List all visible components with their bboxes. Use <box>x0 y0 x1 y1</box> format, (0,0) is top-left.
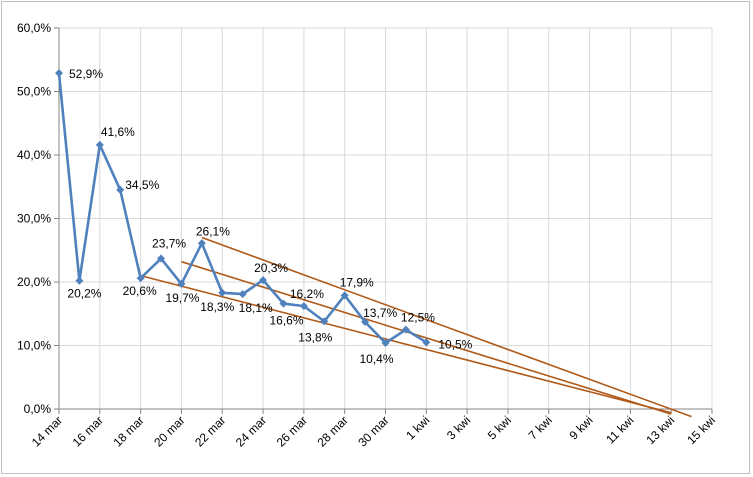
y-tick-label: 10,0% <box>17 339 51 353</box>
data-label: 26,1% <box>196 224 230 238</box>
x-tick-label: 20 mar <box>151 413 187 449</box>
data-label: 18,1% <box>239 301 273 315</box>
x-tick-label: 18 mar <box>110 413 146 449</box>
x-tick-label: 9 kwi <box>566 413 595 442</box>
data-label: 12,5% <box>401 311 435 325</box>
y-tick-label: 40,0% <box>17 148 51 162</box>
data-point-marker <box>259 276 268 285</box>
x-tick-label: 24 mar <box>233 413 269 449</box>
data-label: 13,8% <box>298 330 332 344</box>
data-label: 10,4% <box>360 352 394 366</box>
x-tick-label: 16 mar <box>70 413 106 449</box>
x-tick-label: 15 kwi <box>684 413 718 447</box>
data-label: 20,2% <box>67 287 101 301</box>
y-tick-label: 20,0% <box>17 275 51 289</box>
x-tick-label: 14 mar <box>29 413 65 449</box>
data-label: 18,3% <box>200 300 234 314</box>
trendline <box>140 274 672 414</box>
data-point-marker <box>401 325 410 334</box>
data-point-marker <box>55 69 63 78</box>
x-tick-label: 22 mar <box>192 413 228 449</box>
trendline <box>201 236 692 418</box>
axes <box>54 27 713 414</box>
gridlines <box>59 27 713 409</box>
data-label: 13,7% <box>363 306 397 320</box>
y-tick-label: 60,0% <box>17 21 51 35</box>
x-tick-label: 30 mar <box>355 413 391 449</box>
data-label: 19,7% <box>165 291 199 305</box>
data-point-marker <box>136 274 145 283</box>
data-label: 20,6% <box>123 284 157 298</box>
data-label: 23,7% <box>152 237 186 251</box>
data-label: 52,9% <box>69 67 103 81</box>
data-point-marker <box>177 279 186 288</box>
data-label: 41,6% <box>101 125 135 139</box>
x-tick-label: 1 kwi <box>403 413 432 442</box>
data-point-marker <box>340 291 349 300</box>
y-tick-label: 30,0% <box>17 212 51 226</box>
y-tick-label: 0,0% <box>24 402 52 416</box>
x-tick-label: 3 kwi <box>444 413 473 442</box>
data-point-marker <box>116 185 125 194</box>
trendlines <box>140 236 692 418</box>
x-tick-label: 11 kwi <box>603 413 636 446</box>
data-point-marker <box>95 140 104 149</box>
data-point-marker <box>238 290 247 299</box>
data-labels: 52,9% 20,2% 41,6% 34,5% 20,6% 23,7% 19,7% 26,1%… <box>67 67 472 366</box>
data-point-marker <box>361 318 370 327</box>
data-point-marker <box>197 239 206 248</box>
data-point-marker <box>381 338 390 347</box>
data-point-marker <box>279 299 288 308</box>
series-markers <box>55 69 431 347</box>
data-label: 16,6% <box>269 314 303 328</box>
data-point-marker <box>75 276 84 285</box>
x-tick-label: 5 kwi <box>485 413 514 442</box>
x-tick-label: 13 kwi <box>643 413 677 447</box>
x-tick-label: 26 mar <box>274 413 310 449</box>
x-tick-label: 7 kwi <box>526 413 555 442</box>
x-tick-labels: 14 mar 16 mar 18 mar 20 mar 22 mar 24 mar 26 m… <box>29 413 718 449</box>
y-tick-labels: 0,0% 10,0% 20,0% 30,0% 40,0% 50,0% 60,0% <box>17 21 51 416</box>
data-point-marker <box>299 302 308 311</box>
y-tick-label: 50,0% <box>17 85 51 99</box>
data-label: 16,2% <box>290 287 324 301</box>
data-point-marker <box>320 317 329 326</box>
data-label: 34,5% <box>125 178 159 192</box>
trendline <box>181 260 672 415</box>
data-label: 10,5% <box>438 337 472 351</box>
data-point-marker <box>157 254 166 263</box>
data-point-marker <box>422 338 431 347</box>
data-label: 17,9% <box>340 275 374 289</box>
x-tick-label: 28 mar <box>314 413 350 449</box>
data-label: 20,3% <box>254 261 288 275</box>
data-point-marker <box>218 288 227 297</box>
